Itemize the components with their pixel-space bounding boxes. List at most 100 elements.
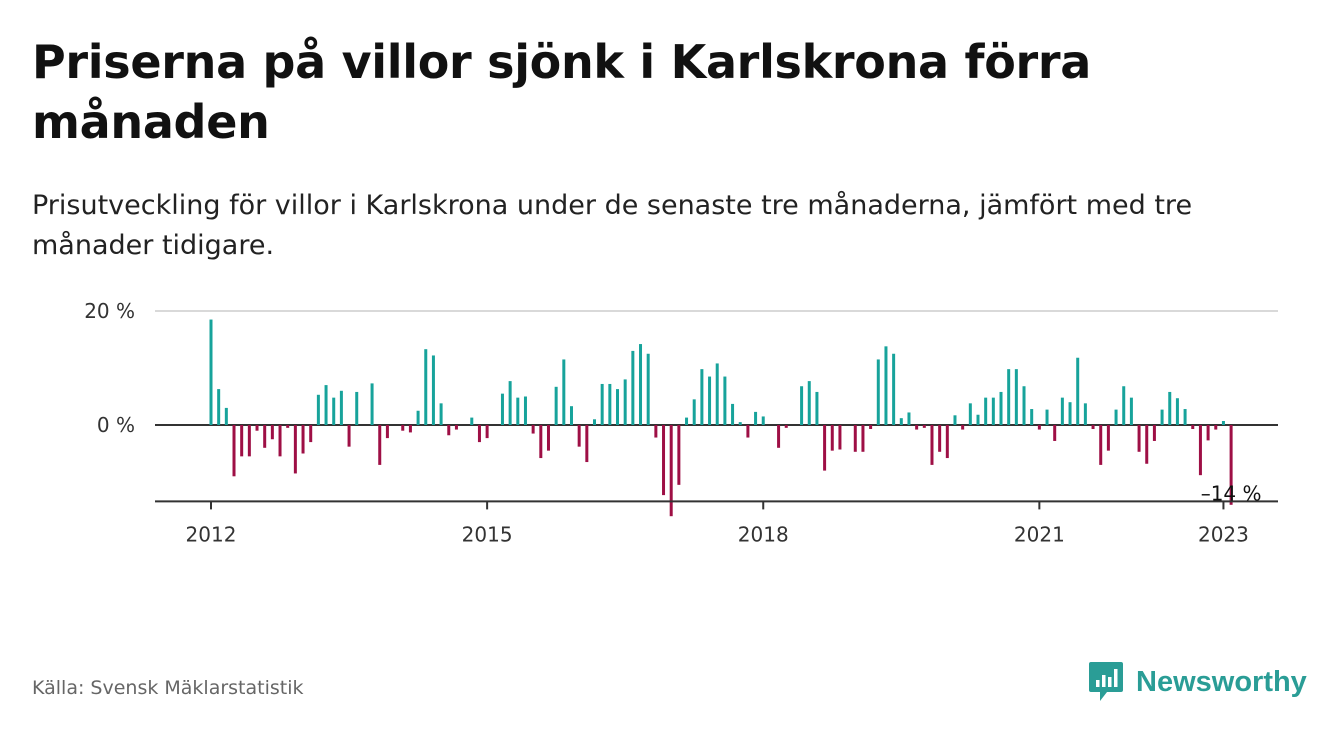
bar: [830, 425, 834, 451]
bar: [915, 425, 919, 430]
bar: [439, 403, 443, 425]
bar: [470, 417, 474, 425]
bar: [585, 425, 589, 463]
bar: [646, 353, 650, 425]
bar: [516, 397, 520, 425]
bar: [853, 425, 857, 452]
bar: [301, 425, 305, 454]
bar: [477, 425, 481, 443]
bar: [324, 385, 328, 425]
bar: [700, 369, 704, 425]
bar: [309, 425, 313, 443]
bar: [631, 350, 635, 425]
bar: [1014, 369, 1018, 425]
x-tick-label: 2018: [738, 522, 789, 546]
bar: [523, 396, 527, 425]
bar: [1045, 409, 1049, 425]
chart-subtitle: Prisutveckling för villor i Karlskrona u…: [32, 190, 1193, 261]
bar: [232, 425, 236, 477]
bar: [1106, 425, 1110, 451]
bar: [531, 425, 535, 434]
bar: [953, 415, 957, 425]
bar: [800, 386, 804, 425]
bar: [1191, 425, 1195, 429]
bar: [554, 386, 558, 425]
bar: [431, 355, 435, 425]
last-value-label: –14 %: [1201, 481, 1262, 505]
bar: [945, 425, 949, 459]
bar: [1168, 391, 1172, 425]
bar: [754, 411, 758, 425]
bar: [378, 425, 382, 465]
x-tick-label: 2021: [1014, 522, 1065, 546]
bar: [968, 403, 972, 425]
bar: [416, 410, 420, 425]
bar: [1076, 357, 1080, 425]
bar: [823, 425, 827, 471]
bar: [777, 425, 781, 448]
newsworthy-logo-icon: [1089, 662, 1123, 701]
bar: [892, 353, 896, 425]
bar: [539, 425, 543, 459]
bar: [224, 407, 228, 425]
bar: [1037, 425, 1041, 430]
bar: [332, 397, 336, 425]
bar: [922, 425, 926, 428]
bar: [593, 419, 596, 425]
bar: [1091, 425, 1095, 429]
bar: [708, 376, 712, 425]
bar: [884, 346, 888, 425]
bar: [639, 344, 643, 425]
bar: [608, 383, 612, 425]
bar-chart: 20 % 0 % 2012 2015 2018 2021 2023 –14 %: [84, 299, 1278, 546]
bar: [1030, 409, 1034, 425]
bar: [247, 425, 251, 457]
bar: [278, 425, 282, 457]
bar: [738, 422, 742, 425]
bar: [1114, 409, 1118, 425]
bar: [815, 391, 819, 425]
bar: [1145, 425, 1149, 464]
bar: [447, 425, 451, 436]
bar: [685, 417, 689, 425]
bar: [784, 425, 788, 428]
x-tick-label: 2023: [1198, 522, 1249, 546]
bar: [316, 394, 320, 425]
bar: [1160, 409, 1164, 425]
bar: [869, 425, 873, 429]
bar: [961, 425, 965, 430]
bar: [1152, 425, 1156, 441]
bar: [240, 425, 244, 457]
bar: [1221, 421, 1225, 425]
bar: [1099, 425, 1103, 465]
bar: [339, 390, 343, 425]
bar: [1053, 425, 1057, 441]
bar: [263, 425, 267, 448]
bar: [424, 349, 428, 425]
bar: [1122, 386, 1126, 425]
bar: [209, 319, 213, 425]
bar: [1129, 397, 1133, 425]
bar: [569, 406, 573, 425]
bar: [938, 425, 942, 452]
brand[interactable]: Newsworthy: [1088, 660, 1307, 704]
x-tick-label: 2012: [186, 522, 237, 546]
bar: [508, 381, 512, 425]
bar: [347, 425, 351, 447]
bar: [692, 399, 696, 425]
bar: [370, 383, 374, 425]
bar: [999, 391, 1003, 425]
bar: [838, 425, 842, 450]
bar: [1060, 397, 1064, 425]
bar: [861, 425, 865, 452]
bar: [984, 397, 988, 425]
bar: [500, 393, 504, 425]
source-text: Källa: Svensk Mäklarstatistik: [32, 677, 304, 699]
bar: [976, 414, 980, 425]
bar: [1183, 409, 1187, 425]
bar: [485, 425, 489, 439]
bar: [1022, 386, 1026, 425]
bar: [1198, 425, 1202, 476]
bar: [654, 425, 658, 438]
bar: [1083, 403, 1087, 425]
